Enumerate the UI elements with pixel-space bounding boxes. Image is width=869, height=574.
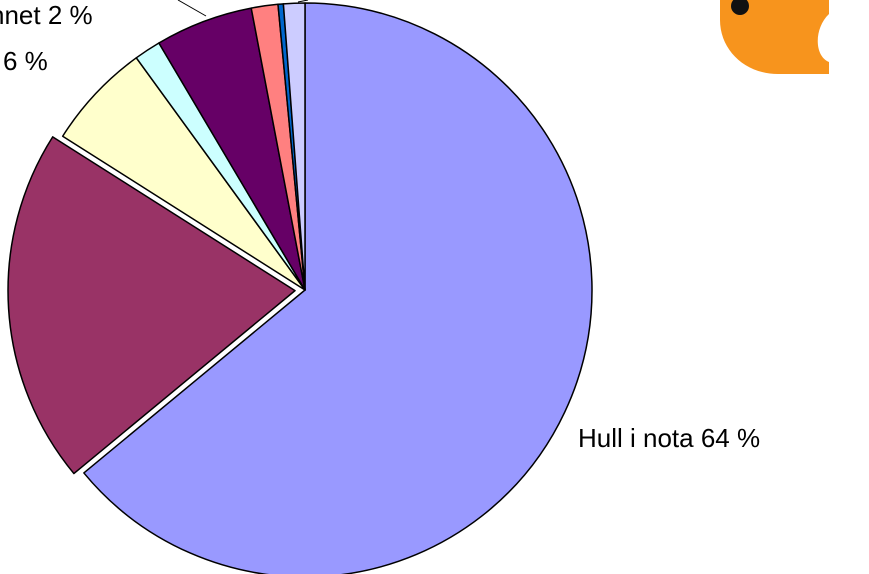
pie-slice-1 bbox=[7, 136, 296, 475]
logo-eye bbox=[731, 0, 749, 15]
leader-line-left bbox=[177, 0, 207, 17]
slice-label-hull-i-nota: Hull i nota 64 % bbox=[578, 423, 760, 453]
pie-slices bbox=[7, 2, 593, 574]
leader-line-right bbox=[297, 0, 309, 3]
slice-labels: Hull i nota 64 % i 6 % nnet 2 % 0 bbox=[0, 0, 760, 453]
slice-label-top: nnet 2 % bbox=[0, 0, 93, 30]
pie-slice-7 bbox=[282, 2, 306, 291]
pie-slice-0 bbox=[83, 2, 593, 574]
orange-bird-logo bbox=[720, 0, 829, 74]
slice-label-yellow: i 6 % bbox=[0, 46, 48, 76]
logo-shape bbox=[720, 0, 829, 74]
leader-lines bbox=[177, 0, 309, 17]
